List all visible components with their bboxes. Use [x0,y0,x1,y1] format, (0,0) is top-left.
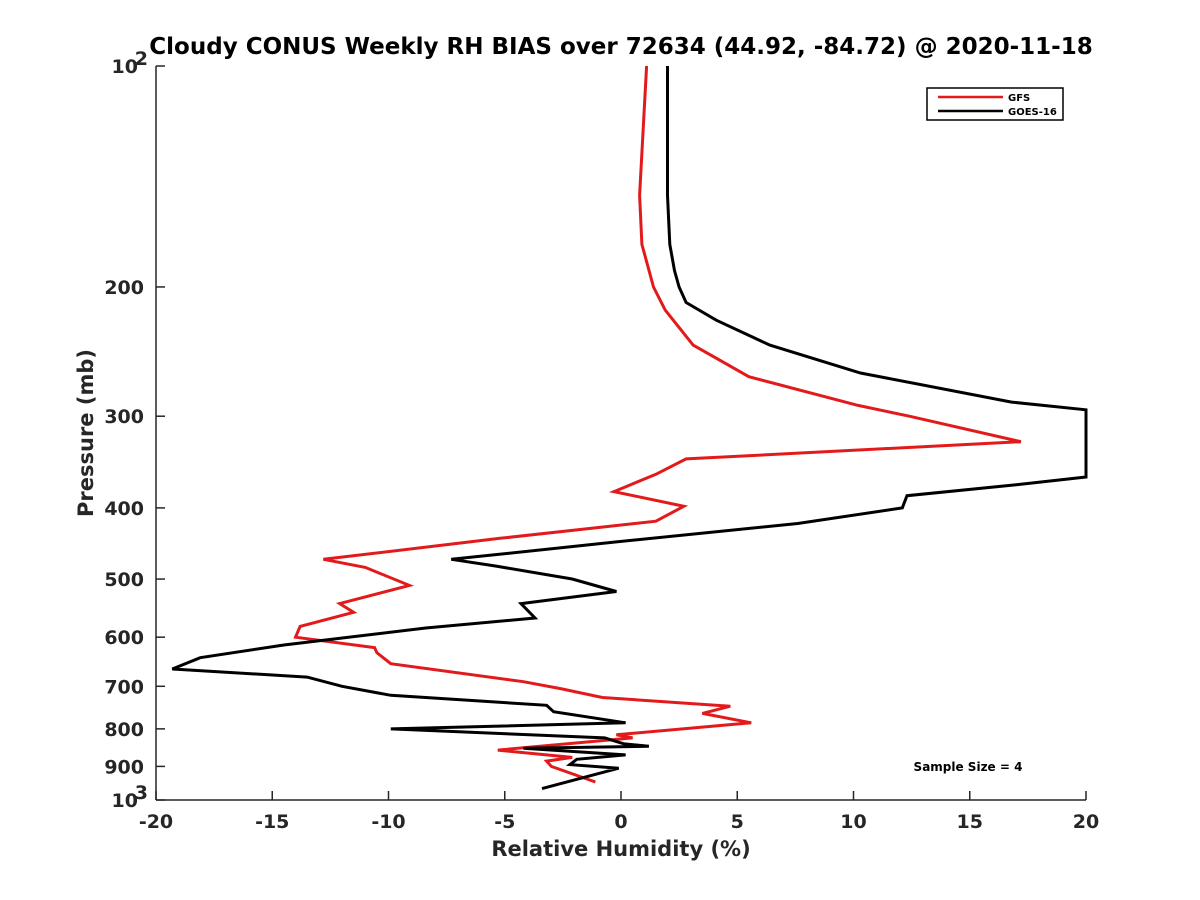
x-tick-label: 5 [731,811,744,833]
y-tick-label: 400 [104,498,144,520]
x-tick-label: 10 [840,811,866,833]
axes [155,66,1086,801]
x-tick-label: 0 [614,811,627,833]
series-line-gfs [293,65,1022,784]
y-tick-label: 10 [112,56,138,78]
series-lines [171,65,1088,791]
y-tick-exponent: 2 [135,48,148,70]
chart-title: Cloudy CONUS Weekly RH BIAS over 72634 (… [149,34,1092,60]
x-axis-ticks: -20 -15 -10 -5 0 5 10 15 20 [139,791,1099,833]
x-tick-label: -20 [139,811,173,833]
y-tick-label: 900 [104,756,144,778]
y-tick-label: 800 [104,719,144,741]
x-tick-label: -15 [255,811,289,833]
x-tick-label: -5 [494,811,515,833]
y-tick-label: 10 [112,790,138,812]
legend-label-gfs: GFS [1008,93,1030,104]
y-tick-exponent: 3 [135,782,148,804]
y-tick-label: 600 [104,627,144,649]
y-axis-label: Pressure (mb) [74,349,98,517]
x-tick-label: 15 [957,811,983,833]
y-tick-label: 700 [104,676,144,698]
legend: GFS GOES-16 [926,87,1064,121]
y-tick-label: 300 [104,406,144,428]
series-line-goes16 [171,66,1088,791]
legend-box [926,87,1064,121]
y-tick-label: 500 [104,569,144,591]
plot-area [156,66,1086,800]
x-axis-label: Relative Humidity (%) [491,837,750,861]
y-tick-label: 200 [104,277,144,299]
x-tick-label: 20 [1073,811,1099,833]
sample-size-annotation: Sample Size = 4 [914,760,1023,774]
x-tick-label: -10 [371,811,405,833]
legend-label-goes16: GOES-16 [1008,107,1057,118]
